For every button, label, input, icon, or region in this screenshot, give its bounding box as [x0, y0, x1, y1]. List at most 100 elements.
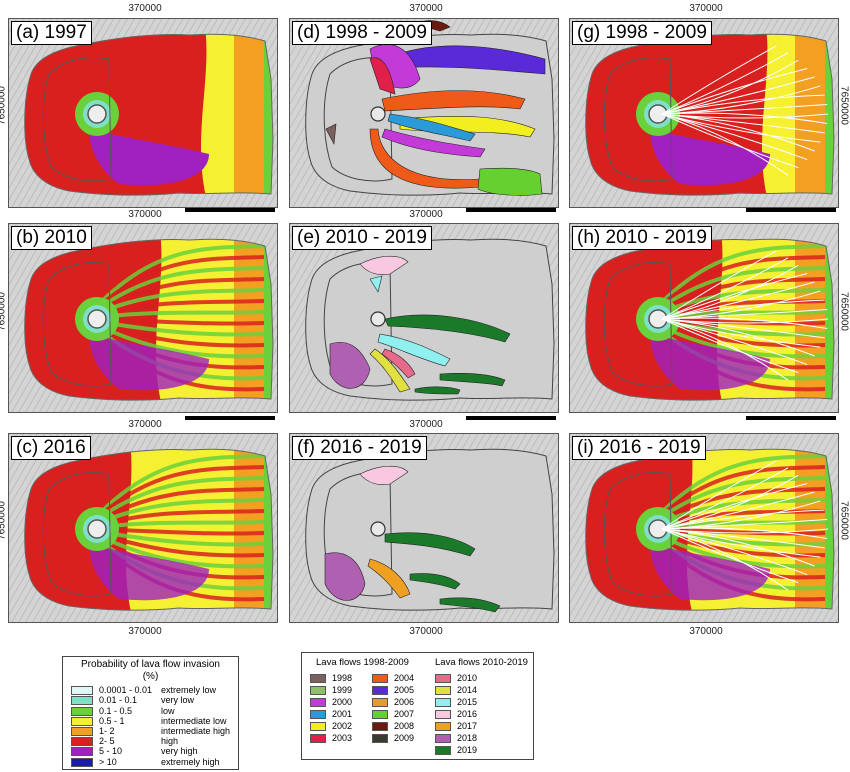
- legend-swatch: [71, 706, 93, 716]
- panel-label: (i) 2016 - 2019: [572, 436, 706, 460]
- flow-year: 2006: [394, 697, 415, 707]
- map-e: [290, 224, 558, 412]
- flow-swatch: [310, 674, 326, 684]
- flow-year: 2005: [394, 685, 415, 695]
- flow-legend-item: 2004: [372, 673, 414, 684]
- flow-year: 2002: [332, 721, 353, 731]
- flow-legend-item: 2019: [435, 745, 477, 756]
- flow-swatch: [435, 686, 451, 696]
- flow-swatch: [310, 710, 326, 720]
- flow-legend-item: 2003: [310, 733, 352, 744]
- map-panel-b: (b) 2010: [8, 223, 278, 413]
- panel-label: (h) 2010 - 2019: [572, 226, 712, 250]
- map-panel-i: (i) 2016 - 2019: [569, 433, 839, 623]
- flow-year: 1998: [332, 673, 353, 683]
- flow-year: 2014: [457, 685, 478, 695]
- legend-class: high: [161, 736, 179, 747]
- probability-legend-row: 5 - 10 very high: [71, 746, 198, 757]
- flow-year: 2015: [457, 697, 478, 707]
- panel-label: (c) 2016: [11, 436, 91, 460]
- scale-bar: [185, 416, 275, 420]
- legend-class: extremely high: [161, 756, 220, 767]
- flow-swatch: [310, 698, 326, 708]
- legend-swatch: [71, 686, 93, 696]
- flow-legend-item: 2005: [372, 685, 414, 696]
- legend-swatch: [71, 757, 93, 767]
- flow-legend-item: 2018: [435, 733, 477, 744]
- legend-class: very low: [161, 695, 195, 706]
- flow-year: 2018: [457, 733, 478, 743]
- probability-legend-row: 0.0001 - 0.01 extremely low: [71, 685, 216, 696]
- flow-legend-item: 2009: [372, 733, 414, 744]
- flow-legend-item: 2006: [372, 697, 414, 708]
- flow-year: 2010: [457, 673, 478, 683]
- flow-legend-item: 2015: [435, 697, 477, 708]
- legend-range: 0.1 - 0.5: [99, 705, 133, 716]
- map-i: [570, 434, 838, 622]
- flow-swatch: [372, 722, 388, 732]
- map-panel-a: (a) 1997: [8, 18, 278, 208]
- flow-swatch: [372, 710, 388, 720]
- map-a: [9, 19, 277, 207]
- flow-legend-item: 2014: [435, 685, 477, 696]
- flow-legend-item: 2008: [372, 721, 414, 732]
- flow-swatch: [372, 734, 388, 744]
- flow-swatch: [372, 686, 388, 696]
- flow-swatch: [435, 674, 451, 684]
- scale-bar: [185, 208, 275, 212]
- easting-label: 370000: [128, 3, 162, 14]
- flow-year: 1999: [332, 685, 353, 695]
- flow-year: 2017: [457, 721, 478, 731]
- northing-label: 7650000: [838, 501, 850, 540]
- flow-year: 2001: [332, 709, 353, 719]
- easting-label: 370000: [689, 626, 723, 637]
- northing-label: 7650000: [838, 86, 850, 125]
- legend-range: 1- 2: [99, 725, 115, 736]
- flow-legend-item: 2000: [310, 697, 352, 708]
- legend-range: 0.0001 - 0.01: [99, 685, 153, 696]
- legend-class: intermediate low: [161, 715, 227, 726]
- map-f: [290, 434, 558, 622]
- flow-legend-item: 2010: [435, 673, 477, 684]
- probability-legend-row: 0.5 - 1 intermediate low: [71, 716, 227, 727]
- flow-year: 2000: [332, 697, 353, 707]
- flow-legend-item: 2017: [435, 721, 477, 732]
- legend-swatch: [71, 737, 93, 747]
- map-panel-e: (e) 2010 - 2019: [289, 223, 559, 413]
- flow-swatch: [435, 710, 451, 720]
- map-panel-g: (g) 1998 - 2009: [569, 18, 839, 208]
- northing-label: 7650000: [838, 292, 850, 331]
- scale-bar: [746, 208, 836, 212]
- legend-range: > 10: [99, 756, 117, 767]
- legend-class: low: [161, 705, 175, 716]
- lava-flows-legend: Lava flows 1998-2009 Lava flows 2010-201…: [301, 652, 534, 760]
- panel-label: (e) 2010 - 2019: [292, 226, 432, 250]
- legend-range: 2- 5: [99, 736, 115, 747]
- northing-label: 7650000: [0, 292, 8, 331]
- flow-swatch: [372, 698, 388, 708]
- legend-class: extremely low: [161, 685, 217, 696]
- flow-swatch: [310, 722, 326, 732]
- flows-legend-title-left: Lava flows 1998-2009: [316, 657, 409, 668]
- flow-year: 2004: [394, 673, 415, 683]
- flow-swatch: [435, 698, 451, 708]
- flow-legend-item: 2001: [310, 709, 352, 720]
- flow-legend-item: 1999: [310, 685, 352, 696]
- legend-swatch: [71, 747, 93, 757]
- probability-legend-row: > 10 extremely high: [71, 756, 220, 767]
- scale-bar: [746, 416, 836, 420]
- map-panel-f: (f) 2016 - 2019: [289, 433, 559, 623]
- map-panel-h: (h) 2010 - 2019: [569, 223, 839, 413]
- northing-label: 7650000: [0, 86, 8, 125]
- flow-year: 2019: [457, 745, 478, 755]
- panel-label: (g) 1998 - 2009: [572, 21, 712, 45]
- flow-year: 2008: [394, 721, 415, 731]
- map-panel-c: (c) 2016: [8, 433, 278, 623]
- map-g: [570, 19, 838, 207]
- legend-swatch: [71, 716, 93, 726]
- map-b: [9, 224, 277, 412]
- flow-legend-item: 2016: [435, 709, 477, 720]
- northing-label: 7650000: [0, 501, 8, 540]
- flow-year: 2016: [457, 709, 478, 719]
- flow-year: 2007: [394, 709, 415, 719]
